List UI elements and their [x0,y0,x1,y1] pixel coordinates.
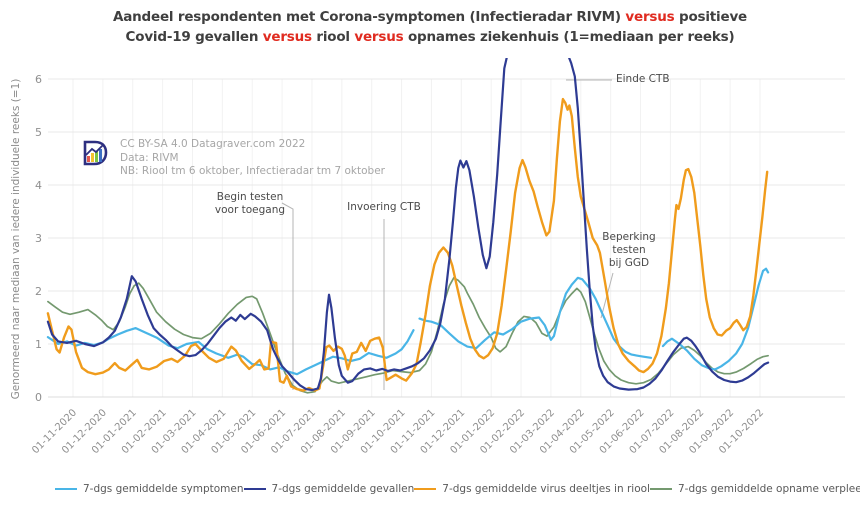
legend-swatch-riool [414,488,437,490]
attribution-license: CC BY-SA 4.0 Datagraver.com 2022 [120,138,306,150]
legend-item-gevallen: 7-dgs gemiddelde gevallen [243,483,415,495]
series-line-7-dgs-gemiddelde-gevallen [46,58,770,392]
series-line-7-dgs-gemiddelde-symptomen [661,267,770,371]
annotation-begin-testen: Begin testen voor toegang [214,191,286,217]
series-line-7-dgs-gemiddelde-opname-verpleeg [47,276,769,394]
y-tick-label: 5 [35,126,42,139]
attribution-source: Data: RIVM [120,151,179,164]
series-line-7-dgs-gemiddelde-virus-deeltjes-in-riool [46,97,769,392]
legend-label-riool: 7-dgs gemiddelde virus deeltjes in riool [442,483,650,495]
begin-testen-pointer [281,202,294,390]
y-tick-label: 2 [35,285,42,298]
title-versus-highlight: versus [354,29,404,46]
attribution: CC BY-SA 4.0 Datagraver.com 2022 Data: R… [120,138,385,179]
chart-title: Aandeel respondenten met Corona-symptome… [0,7,860,48]
legend-label-symptomen: 7-dgs gemiddelde symptomen [83,483,244,495]
legend-swatch-gevallen [243,488,266,490]
legend-label-verpleeg: 7-dgs gemiddelde opname verpleeg [677,483,860,495]
chart-title-line2: Covid-19 gevallen versus riool versus op… [125,29,735,46]
y-tick-label: 4 [35,179,42,192]
attribution-note: NB: Riool tm 6 oktober, Infectieradar tm… [120,165,385,178]
datagraver-logo [83,140,108,166]
y-axis-title: Genormeerd naar mediaan van iedere indiv… [10,78,22,400]
series-group [46,58,770,394]
y-tick-label: 6 [35,73,42,86]
legend-item-riool: 7-dgs gemiddelde virus deeltjes in riool [414,483,650,495]
annotation-beperking-ggd: Beperking testen bij GGD [602,231,656,270]
series-line-7-dgs-gemiddelde-symptomen [418,276,653,359]
chart-title-line1: Aandeel respondenten met Corona-symptome… [112,9,747,25]
title-versus-highlight: versus [262,29,312,46]
y-tick-label: 3 [35,232,42,245]
legend: 7-dgs gemiddelde symptomen 7-dgs gemidde… [55,483,860,495]
legend-label-gevallen: 7-dgs gemiddelde gevallen [271,483,415,495]
title-versus-highlight: versus [625,9,675,25]
legend-swatch-symptomen [55,488,77,490]
annotation-einde-ctb: Einde CTB [616,73,670,85]
legend-swatch-verpleeg [649,488,672,490]
legend-item-symptomen: 7-dgs gemiddelde symptomen [55,483,244,495]
y-tick-label: 0 [35,391,42,404]
y-tick-label: 1 [35,338,42,351]
legend-item-verpleeg: 7-dgs gemiddelde opname verpleeg [649,483,860,495]
annotation-invoering-ctb: Invoering CTB [347,201,421,213]
